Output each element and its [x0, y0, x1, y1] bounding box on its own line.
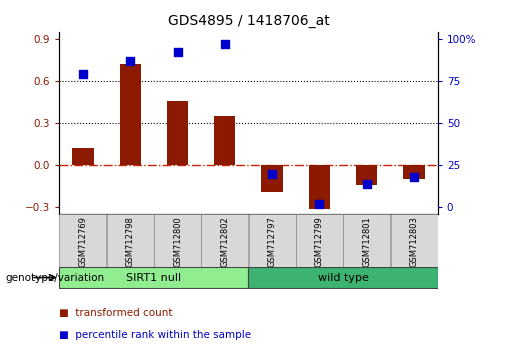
Point	[410, 174, 418, 180]
Text: GSM712800: GSM712800	[173, 216, 182, 267]
Bar	[119, 64, 141, 165]
Point	[315, 201, 323, 207]
FancyBboxPatch shape	[201, 214, 248, 267]
Text: GSM712803: GSM712803	[409, 216, 419, 267]
Text: GSM712798: GSM712798	[126, 216, 135, 267]
FancyBboxPatch shape	[390, 214, 438, 267]
Text: SIRT1 null: SIRT1 null	[126, 273, 181, 282]
Point	[221, 41, 229, 47]
Text: GSM712797: GSM712797	[268, 216, 277, 267]
Text: GSM712769: GSM712769	[78, 216, 88, 267]
Text: genotype/variation: genotype/variation	[5, 273, 104, 283]
FancyBboxPatch shape	[107, 214, 153, 267]
FancyBboxPatch shape	[249, 214, 296, 267]
Text: GSM712801: GSM712801	[362, 216, 371, 267]
FancyBboxPatch shape	[59, 267, 248, 288]
Text: ■  transformed count: ■ transformed count	[59, 308, 173, 318]
Point	[268, 171, 276, 176]
Bar	[309, 165, 330, 209]
Text: wild type: wild type	[318, 273, 369, 282]
FancyBboxPatch shape	[248, 267, 438, 288]
Point	[363, 181, 371, 187]
Point	[174, 50, 182, 55]
Bar	[262, 165, 283, 192]
Bar	[72, 148, 94, 165]
Bar	[214, 116, 235, 165]
Point	[79, 72, 87, 77]
Point	[126, 58, 134, 64]
FancyBboxPatch shape	[296, 214, 343, 267]
Bar	[167, 101, 188, 165]
FancyBboxPatch shape	[344, 214, 390, 267]
Text: GSM712799: GSM712799	[315, 216, 324, 267]
FancyBboxPatch shape	[59, 214, 107, 267]
FancyBboxPatch shape	[154, 214, 201, 267]
Bar	[403, 165, 425, 179]
Text: ■  percentile rank within the sample: ■ percentile rank within the sample	[59, 330, 251, 339]
Title: GDS4895 / 1418706_at: GDS4895 / 1418706_at	[167, 14, 330, 28]
Bar	[356, 165, 377, 185]
Text: GSM712802: GSM712802	[220, 216, 229, 267]
